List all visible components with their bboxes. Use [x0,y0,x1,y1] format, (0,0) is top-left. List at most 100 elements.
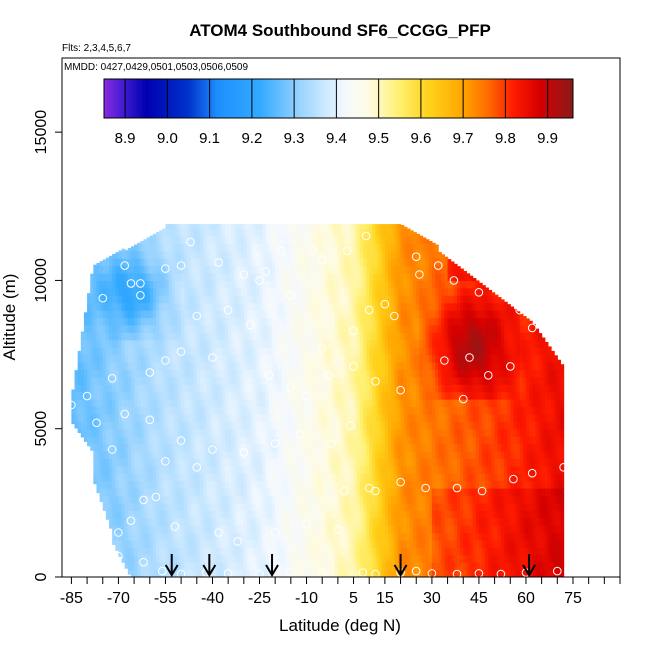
heat-cell [309,413,314,422]
heat-cell [90,280,94,289]
heat-cell [246,235,251,244]
heat-cell [243,287,248,296]
heat-cell [127,517,132,526]
heat-cell [362,354,367,363]
heat-cell [369,495,373,504]
heat-cell [196,354,201,363]
heat-cell [306,488,311,497]
heat-cell [350,562,355,571]
heat-cell [265,488,270,497]
heat-cell [413,539,417,548]
heat-cell [394,517,399,526]
heat-cell [281,510,286,519]
heat-cell [221,354,226,363]
heat-cell [284,554,289,563]
heat-cell [394,235,399,244]
heat-cell [256,547,261,556]
heat-cell [206,354,210,363]
heat-cell [109,339,113,348]
heat-cell [93,354,98,363]
heat-cell [231,554,236,563]
heat-cell [174,228,179,237]
heat-cell [303,273,308,282]
heat-cell [193,295,198,304]
heat-cell [209,406,214,415]
heat-cell [146,317,151,326]
heat-cell [262,258,267,267]
heat-cell [403,391,408,400]
heat-cell [388,384,392,393]
heat-cell [237,339,242,348]
heat-cell [256,532,261,541]
heat-cell [112,465,116,474]
heat-cell [353,502,358,511]
heat-cell [146,406,151,415]
heat-cell [397,317,402,326]
heat-cell [397,436,402,445]
heat-cell [322,495,326,504]
heat-cell [90,428,94,437]
heat-cell [319,562,323,571]
heat-cell [203,235,207,244]
heat-cell [149,510,154,519]
heat-cell [162,376,167,385]
heat-cell [209,399,214,408]
heat-cell [83,384,88,393]
heat-cell [215,428,220,437]
heat-cell [218,480,223,489]
heat-cell [297,450,301,459]
heat-cell [293,273,298,282]
heat-cell [284,532,289,541]
heat-cell [184,228,188,237]
heat-cell [225,273,229,282]
heat-cell [394,473,399,482]
heat-cell [240,310,245,319]
heat-cell [328,324,333,333]
heat-cell [388,228,392,237]
heat-cell [384,406,389,415]
heat-cell [309,287,314,296]
heat-cell [359,510,364,519]
heat-cell [215,443,220,452]
heat-cell [237,258,242,267]
heat-cell [187,243,192,252]
heat-cell [413,517,417,526]
heat-cell [275,547,279,556]
heat-cell [287,436,292,445]
heat-cell [168,317,173,326]
heat-cell [165,421,170,430]
heat-cell [121,376,126,385]
heat-cell [171,539,176,548]
heat-cell [319,450,323,459]
heat-cell [347,228,351,237]
heat-cell [359,224,364,230]
heat-cell [124,376,129,385]
heat-cell [190,302,195,311]
heat-cell [184,465,188,474]
heat-cell [187,399,192,408]
heat-cell [250,488,254,497]
heat-cell [156,399,160,408]
heat-cell [181,391,185,400]
heat-cell [215,436,220,445]
heat-cell [284,443,289,452]
heat-cell [378,258,383,267]
heat-cell [199,421,204,430]
heat-cell [96,488,101,494]
heat-cell [287,265,292,274]
heat-cell [272,502,276,511]
heat-cell [165,488,170,497]
heat-cell [156,287,160,296]
heat-cell [287,273,292,282]
heat-cell [259,421,264,430]
heat-cell [406,569,411,577]
heat-cell [391,488,395,497]
heat-cell [268,376,273,385]
heat-cell [209,465,214,474]
heat-cell [319,347,323,356]
heat-cell [344,458,348,467]
heat-cell [168,258,173,267]
heat-cell [406,376,411,385]
heat-cell [281,554,286,563]
heat-cell [394,413,399,422]
